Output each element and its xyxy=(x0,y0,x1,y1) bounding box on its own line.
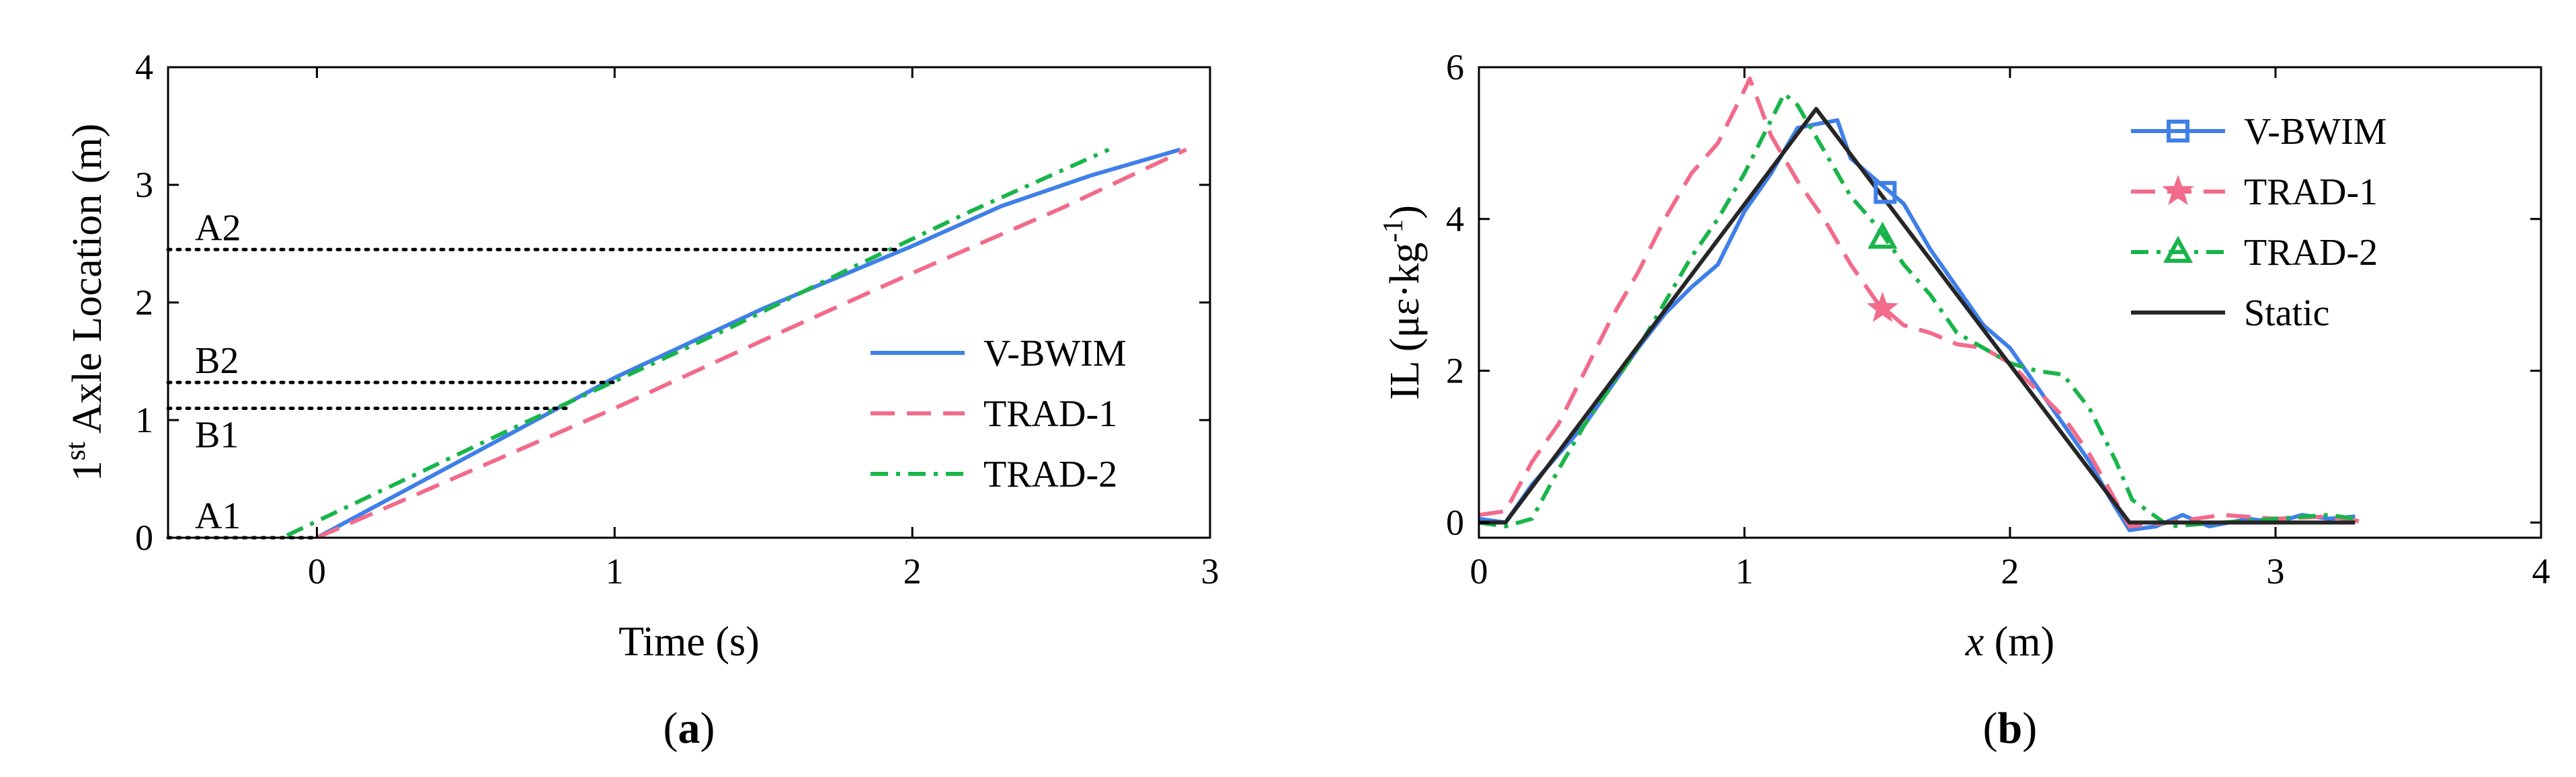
panel-b-legend: V-BWIM TRAD-1 TRAD-2 Static xyxy=(2131,111,2387,334)
series-static xyxy=(1479,107,2356,525)
legend-marker-v-bwim xyxy=(2167,120,2189,142)
x-tick-label: 3 xyxy=(2267,551,2285,591)
series-trad-1 xyxy=(316,147,1187,538)
panel-a-y-label: 1st Axle Location (m) xyxy=(61,124,110,482)
panel-b-plot-area xyxy=(1479,76,2369,532)
marker-trad-2 xyxy=(1867,221,1898,249)
legend-label-trad-2: TRAD-2 xyxy=(983,454,1117,495)
ref-label-a1: A1 xyxy=(195,495,241,537)
panel-a-plot-area xyxy=(286,147,1187,538)
x-tick-label: 0 xyxy=(308,551,326,591)
y-tick-label: 2 xyxy=(1446,351,1464,391)
legend-label-trad-1: TRAD-1 xyxy=(983,393,1117,435)
y-tick-label: 0 xyxy=(1446,502,1464,542)
panel-b-label: (b) xyxy=(1983,704,2038,753)
legend-marker-trad-2 xyxy=(2163,235,2193,263)
x-tick-label: 2 xyxy=(903,551,922,591)
legend-label-static: Static xyxy=(2244,292,2330,334)
y-tick-label: 3 xyxy=(135,165,153,205)
y-tick-label: 1 xyxy=(135,400,153,440)
marker-trad-1 xyxy=(1866,292,1899,323)
ref-label-b2: B2 xyxy=(195,340,239,382)
panel-a-y-ticks: 0 1 2 3 4 xyxy=(135,47,1210,558)
panel-a-x-ticks: 0 1 2 3 xyxy=(308,67,1219,591)
panel-a-x-label: Time (s) xyxy=(618,619,760,665)
legend-label-trad-1: TRAD-1 xyxy=(2244,171,2378,213)
y-tick-label: 4 xyxy=(1446,199,1464,239)
x-tick-label: 2 xyxy=(2001,551,2019,591)
panel-b: 0 1 2 3 4 0 2 4 6 x (m) IL (με·kg-1) V-BWIM TRAD… xyxy=(1378,47,2550,753)
panel-b-y-label: IL (με·kg-1) xyxy=(1378,205,1428,400)
x-tick-label: 1 xyxy=(1736,551,1754,591)
x-tick-label: 0 xyxy=(1470,551,1488,591)
y-tick-label: 2 xyxy=(135,282,153,323)
y-tick-label: 0 xyxy=(135,518,153,558)
panel-a: 0 1 2 3 0 1 2 3 4 A1 B1 B2 A2 Time (s) 1st Axle Lo… xyxy=(61,47,1219,753)
series-v-bwim xyxy=(315,147,1181,538)
legend-marker-trad-1 xyxy=(2162,175,2194,206)
series-trad-1 xyxy=(1479,76,2369,529)
x-tick-label: 1 xyxy=(606,551,624,591)
ref-label-b1: B1 xyxy=(195,415,239,456)
panel-a-legend: V-BWIM TRAD-1 TRAD-2 xyxy=(871,333,1127,495)
y-tick-label: 6 xyxy=(1446,47,1464,87)
panel-a-label: (a) xyxy=(663,704,715,753)
x-tick-label: 3 xyxy=(1201,551,1219,591)
x-tick-label: 4 xyxy=(2532,551,2550,591)
series-v-bwim xyxy=(1479,118,2356,532)
series-trad-2 xyxy=(286,147,1110,538)
panel-b-x-label: x (m) xyxy=(1965,619,2055,665)
legend-label-v-bwim: V-BWIM xyxy=(2244,111,2387,153)
legend-label-v-bwim: V-BWIM xyxy=(983,333,1127,374)
y-tick-label: 4 xyxy=(135,47,153,87)
series-trad-2 xyxy=(1479,91,2356,529)
ref-label-a2: A2 xyxy=(195,207,241,249)
legend-label-trad-2: TRAD-2 xyxy=(2244,232,2378,274)
panel-a-reference-lines: A1 B1 B2 A2 xyxy=(166,207,899,540)
marker-v-bwim xyxy=(1874,181,1897,204)
panel-b-y-ticks: 0 2 4 6 xyxy=(1446,47,2541,542)
panel-b-x-ticks: 0 1 2 3 4 xyxy=(1470,67,2550,591)
